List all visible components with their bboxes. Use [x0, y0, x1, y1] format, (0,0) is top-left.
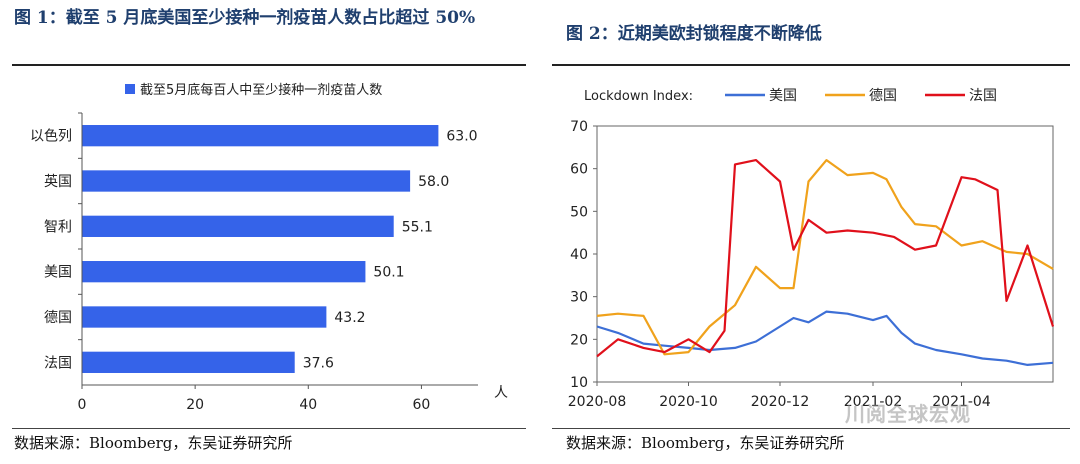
bar	[82, 125, 439, 147]
y-tick-label: 70	[570, 119, 588, 135]
figure2-title-rule	[552, 64, 1070, 66]
figure1-source: 数据来源：Bloomberg，东吴证券研究所	[14, 434, 293, 452]
x-tick-label: 0	[78, 397, 87, 413]
bar-legend: 截至5月底每百人中至少接种一剂疫苗人数	[125, 82, 382, 98]
data-label: 55.1	[402, 219, 433, 235]
data-label: 50.1	[373, 265, 404, 281]
data-label: 37.6	[303, 355, 334, 371]
bar	[82, 261, 366, 283]
legend-label: 美国	[769, 88, 797, 104]
watermark-logo-text: 川阅全球宏观	[845, 402, 971, 426]
y-tick-label: 40	[570, 247, 588, 263]
y-tick-label: 50	[570, 204, 588, 220]
figure2-source: 数据来源：Bloomberg，东吴证券研究所	[566, 434, 845, 452]
y-tick-label: 60	[570, 162, 588, 178]
x-tick-label: 2021-02	[844, 394, 903, 410]
category-label: 以色列	[30, 128, 72, 145]
figure2-source-rule	[552, 428, 1070, 429]
data-label: 63.0	[446, 129, 477, 145]
category-label: 法国	[44, 355, 72, 371]
series-line	[596, 158, 1055, 358]
bar	[82, 306, 327, 328]
x-tick-label: 2020-08	[568, 394, 627, 410]
figure1-title: 图 1：截至 5 月底美国至少接种一剂疫苗人数占比超过 50%	[14, 8, 476, 28]
data-label: 58.0	[418, 174, 449, 190]
category-label: 美国	[44, 265, 72, 281]
y-tick-label: 30	[570, 290, 588, 306]
x-tick-label: 2020-10	[659, 394, 718, 410]
y-tick-label: 20	[570, 332, 588, 348]
bar-legend-label: 截至5月底每百人中至少接种一剂疫苗人数	[140, 82, 382, 98]
line-legend: Lockdown Index: 美国 德国 法国	[584, 88, 997, 104]
data-label: 43.2	[334, 310, 365, 326]
line-legend-title: Lockdown Index:	[584, 89, 693, 104]
figure1-source-rule	[12, 428, 526, 429]
category-label: 智利	[44, 219, 72, 235]
x-tick-label: 40	[299, 397, 317, 413]
legend-label: 法国	[969, 88, 997, 104]
x-axis-unit-label: 人	[494, 385, 508, 401]
bar-legend-swatch	[125, 84, 135, 94]
category-label: 德国	[44, 310, 72, 326]
bar	[82, 170, 411, 192]
figure2-title: 图 2：近期美欧封锁程度不断降低	[566, 24, 822, 44]
x-tick-label: 60	[413, 397, 431, 413]
lockdown-line-chart: Lockdown Index: 美国 德国 法国 10 20 30 40 50 60 70 202…	[568, 88, 1055, 410]
vaccination-bar-chart: 截至5月底每百人中至少接种一剂疫苗人数 以色列 63.0 英国 58.0 智利 55.1 美…	[30, 82, 508, 413]
category-label: 英国	[44, 173, 72, 190]
series-line	[596, 310, 1054, 366]
x-tick-label: 2021-04	[932, 394, 991, 410]
x-tick-label: 20	[186, 397, 204, 413]
legend-label: 德国	[869, 88, 897, 104]
bar	[82, 215, 394, 237]
y-tick-label: 10	[570, 375, 588, 391]
series-line	[596, 158, 1054, 356]
figure1-title-rule	[12, 64, 526, 66]
plot-frame	[596, 125, 1054, 383]
x-tick-label: 2020-12	[751, 394, 810, 410]
bar	[82, 351, 295, 373]
